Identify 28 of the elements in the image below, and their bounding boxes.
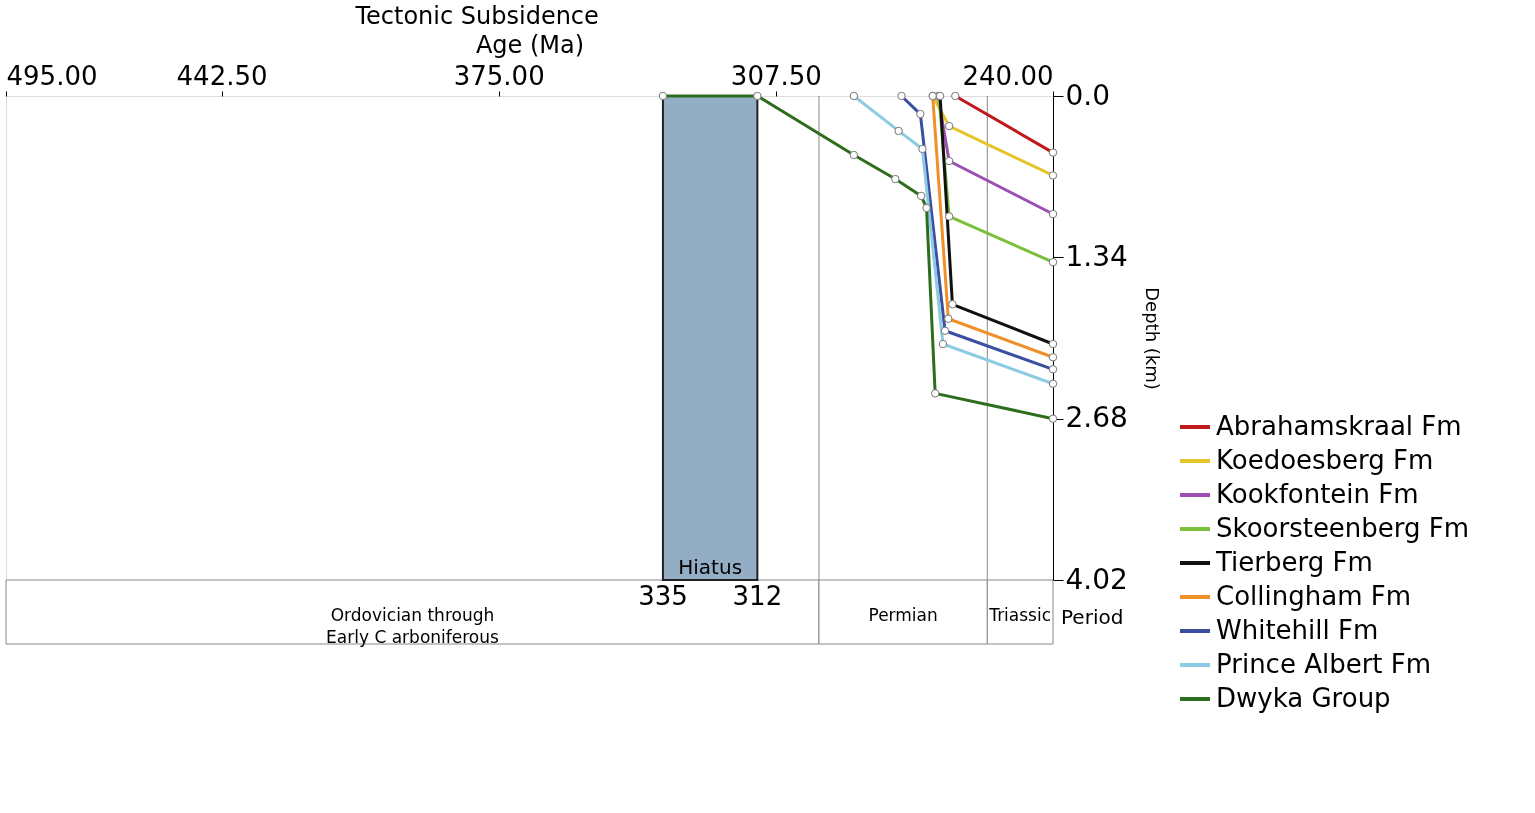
legend-label: Abrahamskraal Fm — [1216, 411, 1462, 441]
x-tick-label: 240.00 — [962, 60, 1054, 91]
y-tick-label: 1.34 — [1065, 239, 1128, 273]
y-tick-label: 2.68 — [1065, 401, 1128, 435]
y-axis-title: Depth (km) — [1141, 287, 1163, 390]
x-tick-label: 442.50 — [176, 60, 268, 91]
text: 312 — [732, 581, 783, 611]
band-label: Hiatus — [678, 555, 743, 579]
x-tick-label: 495.00 — [6, 60, 98, 91]
legend-label: Tierberg Fm — [1215, 547, 1373, 577]
text: Permian — [868, 605, 938, 625]
x-tick-label: 375.00 — [453, 60, 545, 91]
text: Triassic — [988, 605, 1052, 625]
legend-label: Prince Albert Fm — [1216, 649, 1432, 679]
legend-label: Dwyka Group — [1216, 683, 1391, 713]
legend-label: Whitehill Fm — [1216, 615, 1379, 645]
y-tick-label: 4.02 — [1065, 562, 1128, 596]
x-tick-label: 307.50 — [730, 60, 822, 91]
text: Period — [1061, 605, 1124, 629]
legend-label: Skoorsteenberg Fm — [1216, 513, 1470, 543]
text: Ordovician through Early C arboniferous — [326, 605, 500, 647]
legend-label: Collingham Fm — [1216, 581, 1411, 611]
legend-label: Koedoesberg Fm — [1216, 445, 1434, 475]
legend-label: Kookfontein Fm — [1216, 479, 1419, 509]
y-tick-label: 0.0 — [1065, 78, 1111, 112]
x-axis-title: Age (Ma) — [475, 30, 585, 59]
chart-title: Tectonic Subsidence — [354, 2, 599, 30]
text: 335 — [638, 581, 688, 611]
